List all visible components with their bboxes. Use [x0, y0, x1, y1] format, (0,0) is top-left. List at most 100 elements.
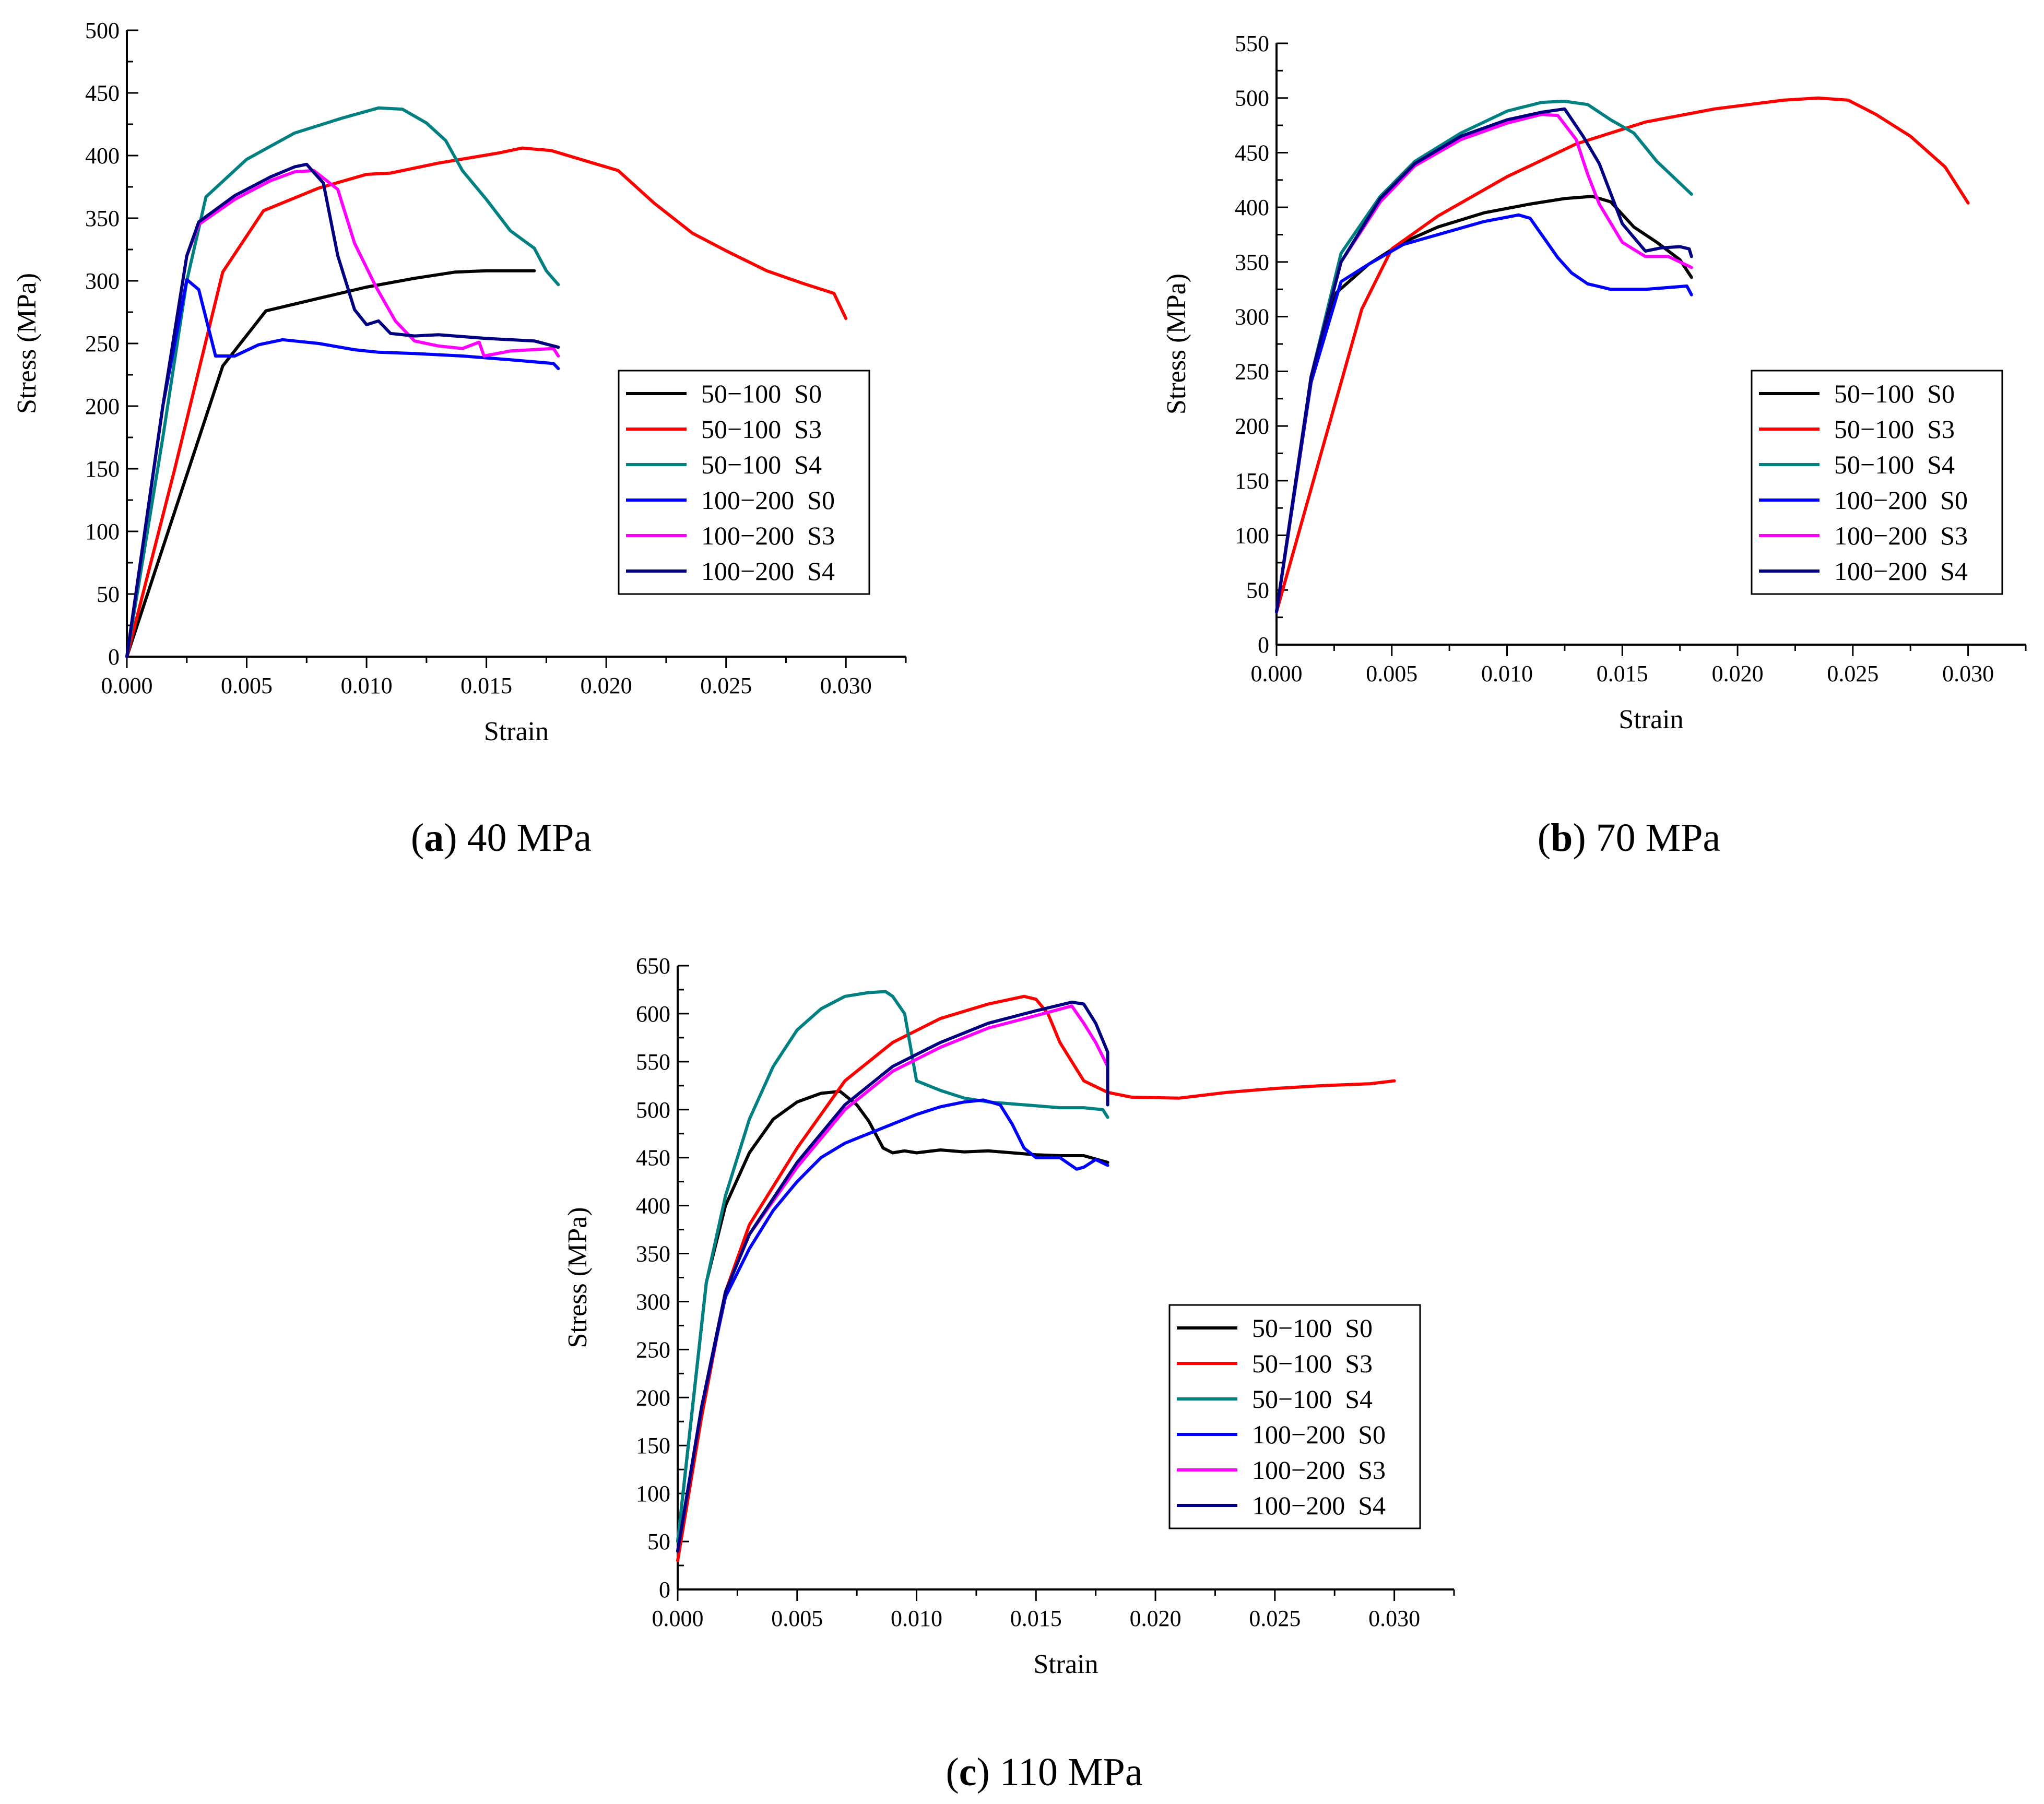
y-tick-label: 250: [636, 1337, 670, 1362]
legend-label: 50−100 S0: [1834, 379, 1955, 408]
y-axis-label: Stress (MPa): [563, 1207, 593, 1348]
legend-label: 50−100 S4: [1252, 1384, 1373, 1414]
y-tick-label: 350: [1235, 250, 1269, 275]
series-line-50-100-s4: [125, 106, 560, 658]
y-tick-label: 350: [85, 206, 120, 231]
series-line-100-200-s0: [676, 1098, 1109, 1553]
y-axis-label: Stress (MPa): [12, 273, 42, 414]
y-tick-label: 400: [1235, 195, 1269, 220]
legend-box: [618, 370, 870, 595]
x-tick-label: 0.000: [652, 1606, 704, 1631]
y-tick-label: 450: [85, 80, 120, 106]
x-tick-label: 0.025: [700, 673, 752, 698]
series-line-50-100-s4: [1275, 100, 1693, 614]
legend-label: 100−200 S0: [1834, 485, 1968, 515]
y-tick-label: 100: [636, 1481, 670, 1506]
y-tick-label: 500: [636, 1097, 670, 1123]
legend-label: 100−200 S3: [701, 521, 835, 550]
x-tick-label: 0.015: [1010, 1606, 1062, 1631]
x-tick-label: 0.005: [1366, 661, 1417, 686]
legend-label: 100−200 S3: [1252, 1455, 1386, 1485]
y-tick-label: 200: [85, 394, 120, 419]
series-line-50-100-s3: [676, 994, 1396, 1562]
y-tick-label: 600: [636, 1001, 670, 1027]
x-tick-label: 0.010: [1481, 661, 1533, 686]
chart-panel-c: 0 50 100 150 200 250 300 350 400 450 500 550 600 650 0…: [563, 953, 1455, 1679]
series-line-100-200-s3: [125, 169, 560, 658]
series-line-50-100-s0: [125, 269, 536, 658]
x-axis-label: Strain: [1618, 705, 1683, 734]
legend-label: 100−200 S0: [701, 485, 835, 515]
y-tick-label: 300: [636, 1289, 670, 1314]
series-line-50-100-s3: [1275, 96, 1970, 614]
series-line-100-200-s4: [1275, 107, 1693, 614]
y-tick-label: 400: [85, 143, 120, 169]
legend-label: 50−100 S3: [701, 414, 822, 444]
y-tick-label: 450: [636, 1145, 670, 1171]
y-tick-label: 550: [1235, 31, 1269, 56]
y-tick-label: 450: [1235, 140, 1269, 165]
y-tick-label: 400: [636, 1193, 670, 1219]
legend-label: 100−200 S4: [701, 556, 835, 586]
series-line-100-200-s0: [1275, 213, 1693, 614]
legend-box: [1168, 1304, 1421, 1529]
y-tick-label: 250: [1235, 359, 1269, 384]
chart-panel-a: 0 50 100 150 200 250 300 350 400 450 500 0.000 0.005…: [12, 18, 907, 746]
chart-panel-b: 0 50 100 150 200 250 300 350 400 450 500 550 0.000 0.…: [1162, 31, 2027, 734]
series-line-50-100-s0: [676, 1089, 1109, 1544]
y-tick-label: 0: [108, 644, 120, 670]
series-line-100-200-s3: [676, 1004, 1109, 1553]
y-tick-label: 150: [85, 456, 120, 482]
y-tick-label: 100: [85, 519, 120, 544]
x-tick-label: 0.010: [891, 1606, 942, 1631]
series-line-100-200-s4: [676, 1000, 1109, 1553]
x-tick-label: 0.030: [1942, 661, 1994, 686]
legend-label: 50−100 S4: [1834, 450, 1955, 479]
legend-label: 100−200 S0: [1252, 1420, 1386, 1449]
y-tick-label: 50: [1246, 577, 1269, 603]
x-tick-label: 0.005: [771, 1606, 823, 1631]
y-tick-label: 300: [85, 268, 120, 294]
caption-a: (a) 40 MPa: [411, 816, 592, 860]
legend-box: [1751, 370, 2003, 595]
y-tick-label: 50: [647, 1529, 670, 1554]
x-tick-label: 0.020: [581, 673, 632, 698]
legend-label: 100−200 S3: [1834, 521, 1968, 550]
y-tick-label: 100: [1235, 523, 1269, 549]
x-tick-label: 0.025: [1249, 1606, 1301, 1631]
legend-label: 100−200 S4: [1834, 556, 1968, 586]
y-tick-label: 200: [1235, 413, 1269, 439]
x-tick-label: 0.000: [101, 673, 153, 698]
x-axis-label: Strain: [1033, 1649, 1098, 1679]
y-tick-label: 500: [1235, 86, 1269, 111]
series-line-100-200-s0: [125, 278, 560, 658]
legend-label: 50−100 S3: [1834, 414, 1955, 444]
x-tick-label: 0.010: [341, 673, 393, 698]
y-tick-label: 50: [97, 581, 120, 607]
legend-label: 100−200 S4: [1252, 1491, 1386, 1520]
legend-label: 50−100 S4: [701, 450, 822, 479]
legend-label: 50−100 S3: [1252, 1349, 1373, 1378]
x-tick-label: 0.015: [460, 673, 512, 698]
x-tick-label: 0.015: [1597, 661, 1648, 686]
y-tick-label: 0: [1258, 632, 1269, 658]
caption-c: (c) 110 MPa: [946, 1750, 1142, 1794]
y-tick-label: 300: [1235, 304, 1269, 330]
x-tick-label: 0.030: [1368, 1606, 1420, 1631]
y-tick-label: 150: [1235, 468, 1269, 494]
legend-label: 50−100 S0: [1252, 1313, 1373, 1343]
series-line-50-100-s0: [1275, 195, 1693, 614]
y-tick-label: 0: [659, 1577, 670, 1603]
y-tick-label: 150: [636, 1433, 670, 1458]
y-tick-label: 250: [85, 331, 120, 357]
series-line-50-100-s4: [676, 990, 1109, 1544]
legend-label: 50−100 S0: [701, 379, 822, 408]
y-tick-label: 650: [636, 953, 670, 979]
x-tick-label: 0.020: [1712, 661, 1764, 686]
x-axis-label: Strain: [484, 717, 549, 746]
series-line-100-200-s4: [125, 162, 560, 658]
x-tick-label: 0.000: [1251, 661, 1303, 686]
x-tick-label: 0.020: [1130, 1606, 1181, 1631]
y-axis-label: Stress (MPa): [1162, 274, 1191, 414]
